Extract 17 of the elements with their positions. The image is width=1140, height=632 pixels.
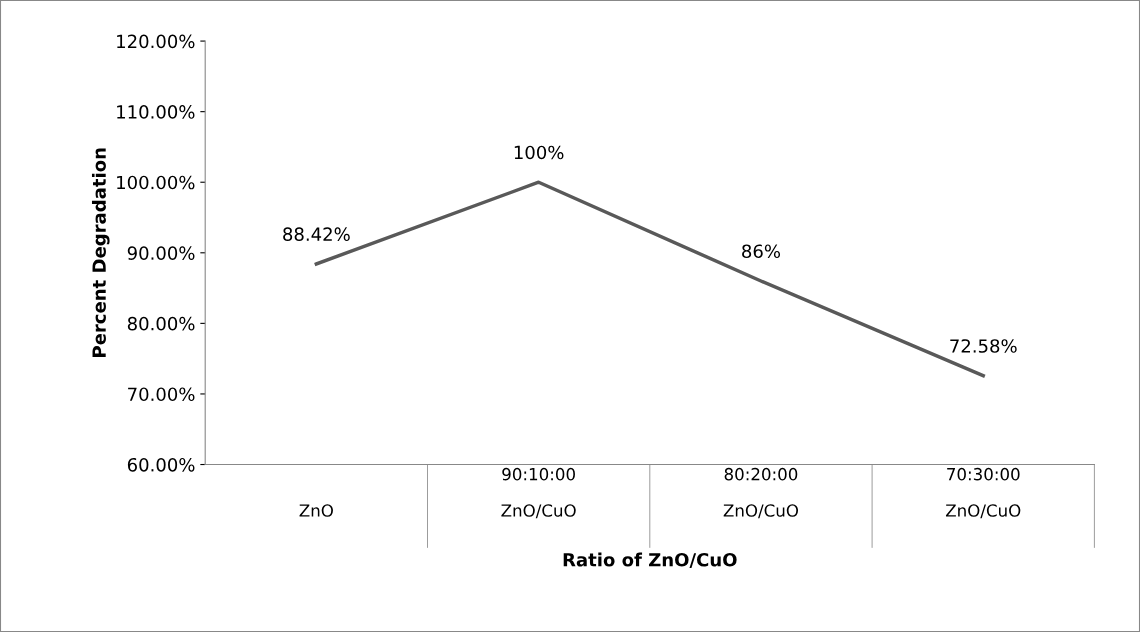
y-tick-label: 110.00%: [117, 105, 195, 119]
data-label: 86%: [742, 244, 781, 259]
category-label: 90:10:00 ZnO/CuO: [501, 467, 576, 519]
category-label: 80:20:00 ZnO/CuO: [723, 467, 799, 519]
data-label: 100%: [514, 145, 564, 160]
data-label: 88.42%: [283, 227, 350, 242]
y-tick-label: 80.00%: [127, 316, 195, 331]
y-tick-label: 90.00%: [127, 246, 195, 260]
y-tick-label: 70.00%: [128, 387, 195, 402]
data-label: 72.58%: [950, 339, 1017, 353]
y-tick-label: 100.00%: [117, 175, 195, 190]
y-tick-label: 60.00%: [127, 457, 195, 472]
x-tick-label: ZnO: [299, 504, 333, 517]
x-axis-title: Ratio of ZnO/CuO: [563, 552, 737, 568]
category-label: 70:30:00 ZnO/CuO: [945, 467, 1021, 519]
y-tick-label: 120.00%: [117, 34, 195, 49]
y-axis-title: Percent Degradation: [91, 148, 110, 357]
